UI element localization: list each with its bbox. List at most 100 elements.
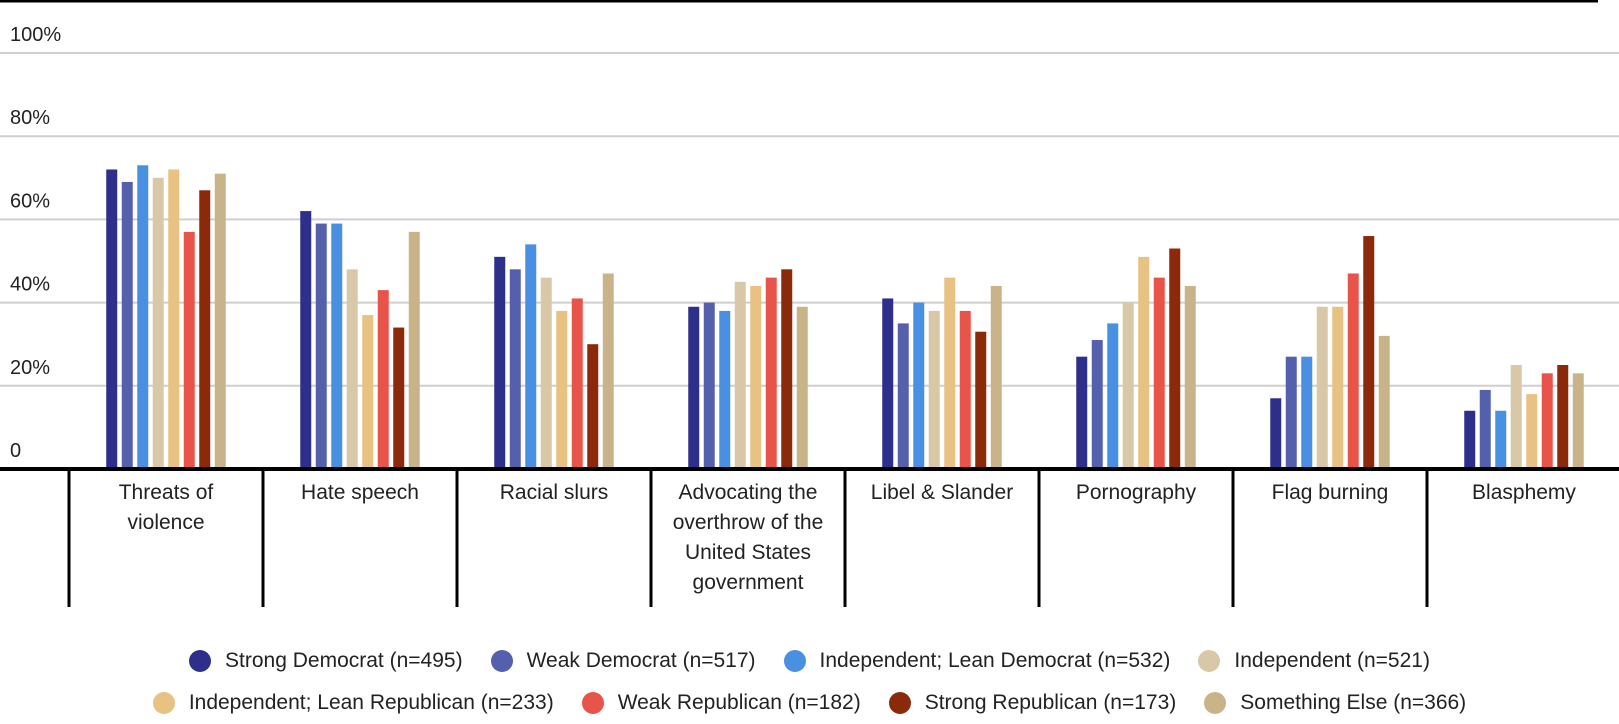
- legend-item: Something Else (n=366): [1204, 691, 1466, 715]
- bar: [913, 302, 925, 469]
- legend-item: Strong Republican (n=173): [888, 691, 1177, 715]
- x-category-label-line: Threats of: [118, 481, 214, 504]
- bar: [1479, 389, 1491, 469]
- bar: [509, 269, 521, 469]
- bar: [393, 327, 405, 469]
- bar: [377, 290, 389, 469]
- legend-row: Strong Democrat (n=495) Weak Democrat (n=…: [0, 640, 1619, 682]
- bar: [540, 277, 552, 469]
- bar: [152, 177, 164, 470]
- bar: [1301, 356, 1313, 469]
- bar: [796, 306, 808, 469]
- legend-swatch: [581, 692, 604, 714]
- bar: [897, 323, 909, 469]
- legend-label: Strong Democrat (n=495): [225, 649, 463, 672]
- bar: [1572, 373, 1584, 469]
- bar: [1526, 394, 1538, 469]
- bar: [882, 298, 894, 469]
- x-category-label: Advocating the overthrow of the United Sta…: [651, 478, 845, 598]
- x-category-label-line: government: [692, 571, 804, 594]
- bar: [1091, 340, 1103, 469]
- bar: [1270, 398, 1282, 469]
- x-category-label: Libel & Slander: [845, 478, 1039, 508]
- legend-item: Independent; Lean Republican (n=233): [152, 691, 554, 715]
- x-category-label: Hate speech: [263, 478, 457, 508]
- bar: [781, 269, 793, 469]
- bar: [587, 344, 599, 469]
- bar: [556, 310, 568, 469]
- bar: [1510, 365, 1522, 469]
- legend-label: Independent; Lean Republican (n=233): [188, 691, 554, 714]
- bar: [137, 165, 149, 469]
- x-category-label: Flag burning: [1233, 478, 1427, 508]
- x-category-label-line: overthrow of the: [672, 511, 824, 534]
- bar: [750, 285, 762, 469]
- y-tick-label: 100%: [10, 24, 61, 46]
- legend-swatch: [1204, 692, 1227, 714]
- x-category-label-line: Libel & Slander: [870, 481, 1014, 504]
- x-category-label-line: Pornography: [1075, 481, 1197, 504]
- bar: [199, 190, 211, 469]
- bar: [331, 223, 343, 469]
- legend-swatch: [490, 650, 513, 672]
- bar: [1378, 335, 1390, 469]
- bar: [1122, 302, 1134, 469]
- legend: Strong Democrat (n=495) Weak Democrat (n=…: [0, 640, 1619, 724]
- x-category-label: Threats of violence: [69, 478, 263, 538]
- bar: [571, 298, 583, 469]
- x-category-label-line: violence: [127, 511, 205, 534]
- x-category-label-line: Advocating the: [678, 481, 818, 504]
- legend-item: Weak Republican (n=182): [581, 691, 861, 715]
- x-category-label-line: United States: [684, 541, 812, 564]
- bar: [688, 306, 700, 469]
- x-category-label-line: Flag burning: [1271, 481, 1389, 504]
- legend-item: Independent; Lean Democrat (n=532): [783, 649, 1171, 673]
- bar: [719, 310, 731, 469]
- bar: [1184, 285, 1196, 469]
- bar: [1363, 236, 1375, 469]
- chart: 0 20% 40% 60% 80% 100%: [0, 0, 1619, 607]
- bar: [1495, 410, 1507, 469]
- y-tick-label: 40%: [10, 274, 50, 296]
- bar: [168, 169, 180, 470]
- bar: [494, 256, 506, 469]
- y-tick-label: 80%: [10, 107, 50, 129]
- bar: [121, 181, 133, 469]
- legend-label: Weak Republican (n=182): [617, 691, 861, 714]
- bar: [1332, 306, 1344, 469]
- x-category-label: Blasphemy: [1427, 478, 1619, 508]
- bar: [362, 315, 374, 469]
- bar: [106, 169, 118, 470]
- bar: [315, 223, 327, 469]
- bar: [944, 277, 956, 469]
- legend-swatch: [152, 692, 175, 714]
- bar: [1076, 356, 1088, 469]
- legend-label: Strong Republican (n=173): [924, 691, 1177, 714]
- bar: [300, 211, 312, 469]
- legend-item: Weak Democrat (n=517): [490, 649, 756, 673]
- bar: [1347, 273, 1359, 469]
- bar: [1138, 256, 1150, 469]
- legend-swatch: [783, 650, 806, 672]
- bar: [1153, 277, 1165, 469]
- legend-item: Strong Democrat (n=495): [189, 649, 463, 673]
- bar: [346, 269, 358, 469]
- bar: [1464, 410, 1476, 469]
- legend-label: Independent (n=521): [1234, 649, 1430, 672]
- bar: [703, 302, 715, 469]
- legend-item: Independent (n=521): [1198, 649, 1430, 673]
- bar: [734, 281, 746, 469]
- bar: [602, 273, 614, 469]
- y-tick-label: 0: [10, 440, 21, 462]
- bar: [525, 244, 537, 469]
- y-tick-label: 60%: [10, 190, 50, 212]
- legend-swatch: [1198, 650, 1221, 672]
- legend-row: Independent; Lean Republican (n=233) Weak…: [0, 682, 1619, 724]
- bar: [408, 231, 420, 469]
- x-category-label-line: Blasphemy: [1472, 481, 1576, 504]
- legend-label: Something Else (n=366): [1240, 691, 1467, 714]
- bar: [1285, 356, 1297, 469]
- legend-label: Independent; Lean Democrat (n=532): [819, 649, 1171, 672]
- bar: [1316, 306, 1328, 469]
- x-category-label-line: Racial slurs: [499, 481, 609, 504]
